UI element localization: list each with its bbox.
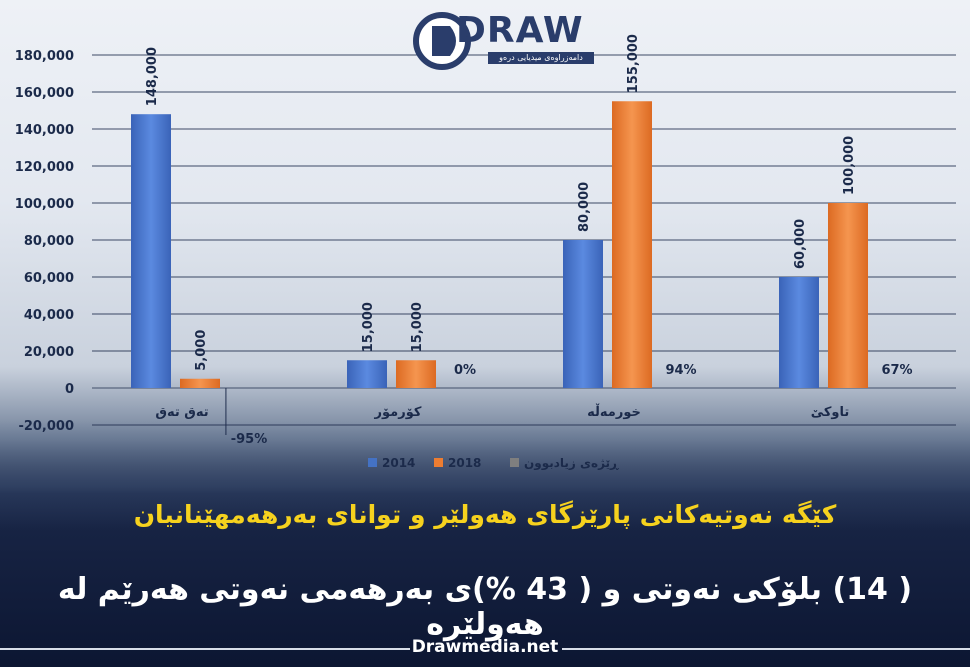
- bar-2014: [563, 240, 603, 388]
- bar-2014: [779, 277, 819, 388]
- logo-subtitle: دامەزراوەی میدیایی درەو: [488, 52, 594, 64]
- y-tick-label: 160,000: [15, 86, 74, 101]
- legend-label: 2014: [382, 456, 415, 470]
- percent-label: 67%: [881, 363, 912, 378]
- legend-label: 2018: [448, 456, 481, 470]
- category-label: تاوکێ: [811, 405, 850, 420]
- percent-label: 0%: [454, 363, 476, 378]
- y-tick-label: 140,000: [15, 123, 74, 138]
- y-tick-label: 0: [65, 382, 74, 397]
- y-tick-label: -20,000: [18, 419, 74, 434]
- bar-2018: [828, 203, 868, 388]
- data-label: 5,000: [194, 330, 209, 371]
- background-sea: [0, 420, 970, 530]
- data-label: 15,000: [410, 302, 425, 352]
- y-tick-label: 60,000: [24, 271, 74, 286]
- data-label: 80,000: [577, 182, 592, 232]
- bar-2018: [612, 101, 652, 388]
- percent-label: 94%: [665, 363, 696, 378]
- legend: 2014 2018 ڕێژەی زیادبوون: [368, 456, 620, 471]
- legend-swatch: [510, 458, 519, 467]
- headline: کێگە نەوتیەکانی پارێزگای هەولێر و توانای…: [133, 500, 837, 529]
- y-tick-label: 120,000: [15, 160, 74, 175]
- bar-2018: [396, 360, 436, 388]
- legend-swatch: [434, 458, 443, 467]
- footer-rule-left: [0, 648, 410, 650]
- bars: 148,000 5,000 -95% 15,000 15,000 0% 80,000 155,…: [131, 34, 913, 447]
- bar-2014: [347, 360, 387, 388]
- logo-text: DRAW: [456, 10, 584, 51]
- y-tick-label: 80,000: [24, 234, 74, 249]
- y-tick-label: 180,000: [15, 49, 74, 64]
- x-axis: تەق تەق کۆرمۆر خورمەڵە تاوکێ: [155, 388, 849, 435]
- logo-icon: [413, 12, 471, 70]
- footer-rule-right: [562, 648, 970, 650]
- data-label: 155,000: [626, 34, 641, 93]
- grid-lines: [92, 54, 956, 426]
- bar-2014: [131, 114, 171, 388]
- y-tick-label: 100,000: [15, 197, 74, 212]
- legend-swatch: [368, 458, 377, 467]
- footer: Drawmedia.net: [0, 634, 970, 662]
- y-axis: -20,000 0 20,000 40,000 60,000 80,000 100,000 1…: [15, 49, 74, 434]
- data-label: 15,000: [361, 302, 376, 352]
- footer-site: Drawmedia.net: [411, 637, 559, 657]
- legend-label: ڕێژەی زیادبوون: [524, 456, 620, 471]
- data-label: 148,000: [145, 47, 160, 106]
- category-label: کۆرمۆر: [374, 405, 422, 420]
- data-label: 60,000: [793, 219, 808, 269]
- data-label: 100,000: [842, 136, 857, 195]
- bar-2018: [180, 378, 220, 388]
- category-label: خورمەڵە: [587, 403, 641, 420]
- y-tick-label: 40,000: [24, 308, 74, 323]
- subheadline: ( 14) بلۆکی نەوتی و ( 43 %)ی بەرهەمی نەو…: [57, 572, 913, 642]
- percent-label: -95%: [231, 432, 268, 447]
- y-tick-label: 20,000: [24, 345, 74, 360]
- category-label: تەق تەق: [155, 405, 208, 420]
